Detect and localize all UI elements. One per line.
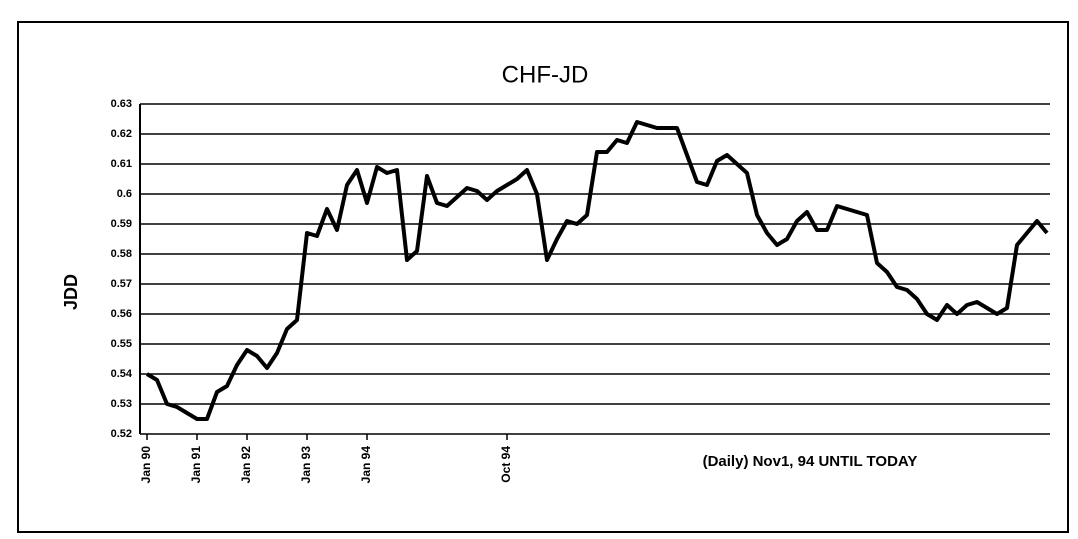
y-tick-label: 0.63 xyxy=(111,98,132,110)
x-tick-label: Jan 94 xyxy=(359,446,373,484)
x-tick-label: Jan 93 xyxy=(299,446,313,484)
frame xyxy=(17,21,1069,533)
y-tick-label: 0.54 xyxy=(111,368,133,380)
y-tick-label: 0.6 xyxy=(117,188,132,200)
y-tick-label: 0.56 xyxy=(111,308,132,320)
y-tick-label: 0.52 xyxy=(111,428,132,440)
y-axis-label: JDD xyxy=(61,274,81,310)
y-tick-label: 0.57 xyxy=(111,278,132,290)
x-tick-label: Oct 94 xyxy=(499,446,513,483)
y-tick-label: 0.59 xyxy=(111,218,132,230)
y-tick-label: 0.55 xyxy=(111,338,132,350)
x-tick-label: Jan 91 xyxy=(189,446,203,484)
data-line xyxy=(145,120,1049,421)
y-tick-label: 0.61 xyxy=(111,158,132,170)
annotation: (Daily) Nov1, 94 UNTIL TODAY xyxy=(703,453,918,470)
x-tick-label: Jan 92 xyxy=(239,446,253,484)
x-tick-label: Jan 90 xyxy=(139,446,153,484)
chart-title: CHF-JD xyxy=(502,61,589,88)
y-tick-label: 0.53 xyxy=(111,398,132,410)
y-tick-label: 0.58 xyxy=(111,248,132,260)
y-tick-label: 0.62 xyxy=(111,128,132,140)
